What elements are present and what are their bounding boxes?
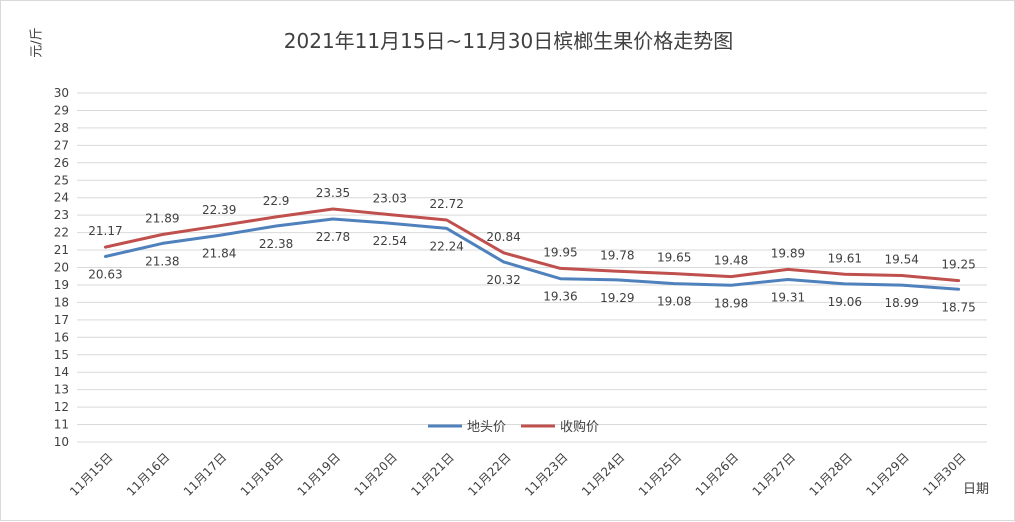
data-label: 22.38 (259, 237, 293, 251)
y-tick-label: 11 (54, 418, 69, 432)
y-tick-label: 24 (54, 191, 69, 205)
data-label: 20.84 (486, 230, 520, 244)
data-label: 19.29 (600, 291, 634, 305)
legend-label: 地头价 (467, 420, 506, 435)
data-label: 21.17 (88, 224, 122, 238)
series-line-1 (103, 207, 961, 283)
data-label: 22.78 (316, 230, 350, 244)
data-label: 21.38 (145, 254, 179, 268)
x-tick-label: 11月18日 (238, 450, 286, 498)
x-tick-label: 11月23日 (522, 450, 570, 498)
x-tick-label: 11月25日 (636, 450, 684, 498)
x-tick-label: 11月21日 (408, 450, 456, 498)
x-tick-label: 11月27日 (750, 450, 798, 498)
data-label: 19.36 (543, 290, 577, 304)
data-label: 22.54 (373, 234, 407, 248)
x-tick-label: 11月15日 (67, 450, 115, 498)
data-label: 23.03 (373, 192, 407, 206)
y-tick-label: 30 (54, 86, 69, 100)
y-tick-label: 27 (54, 138, 69, 152)
x-axis-label: 日期 (963, 482, 990, 497)
data-label: 18.75 (941, 300, 975, 314)
x-tick-label: 11月29日 (863, 450, 911, 498)
data-label: 22.72 (430, 197, 464, 211)
x-tick-label: 11月26日 (693, 450, 741, 498)
chart-title: 2021年11月15日~11月30日槟榔生果价格走势图 (283, 29, 734, 53)
y-tick-label: 19 (54, 278, 69, 292)
data-label: 22.9 (263, 194, 290, 208)
data-label: 19.48 (714, 254, 748, 268)
x-tick-label: 11月24日 (579, 450, 627, 498)
y-tick-label: 26 (54, 156, 69, 170)
x-tick-label: 11月22日 (465, 450, 513, 498)
x-tick-label: 11月19日 (295, 450, 343, 498)
data-label: 22.24 (430, 239, 464, 253)
data-label: 19.95 (543, 245, 577, 259)
data-label: 22.39 (202, 203, 236, 217)
y-tick-label: 25 (54, 173, 69, 187)
y-tick-label: 14 (54, 365, 69, 379)
x-tick-label: 11月17日 (181, 450, 229, 498)
legend-label: 收购价 (560, 419, 599, 435)
data-label: 19.89 (771, 246, 805, 260)
data-label: 19.65 (657, 251, 691, 265)
data-label: 20.63 (88, 268, 122, 282)
data-label: 23.35 (316, 186, 350, 200)
y-tick-label: 22 (54, 226, 69, 240)
data-label: 19.06 (828, 295, 862, 309)
series-line-0 (103, 217, 961, 291)
x-tick-label: 11月28日 (806, 450, 854, 498)
y-tick-label: 18 (54, 295, 69, 309)
y-tick-label: 12 (54, 400, 69, 414)
data-label: 18.98 (714, 296, 748, 310)
data-label: 21.89 (145, 212, 179, 226)
data-label: 19.61 (828, 251, 862, 265)
y-tick-label: 15 (54, 348, 69, 362)
y-tick-label: 28 (54, 121, 69, 135)
y-tick-label: 29 (54, 103, 69, 117)
y-tick-label: 21 (54, 243, 69, 257)
x-tick-label: 11月30日 (920, 450, 968, 498)
data-label: 21.84 (202, 246, 236, 260)
y-tick-label: 20 (54, 261, 69, 275)
data-label: 19.54 (885, 253, 919, 267)
y-tick-label: 13 (54, 383, 69, 397)
data-label: 18.99 (885, 296, 919, 310)
data-label: 19.08 (657, 295, 691, 309)
y-tick-label: 10 (54, 435, 69, 449)
data-label: 19.78 (600, 248, 634, 262)
x-tick-label: 11月20日 (351, 450, 399, 498)
y-tick-label: 23 (54, 208, 69, 222)
data-label: 19.25 (941, 258, 975, 272)
data-label: 19.31 (771, 291, 805, 305)
x-tick-label: 11月16日 (124, 450, 172, 498)
y-tick-label: 16 (54, 330, 69, 344)
y-tick-label: 17 (54, 313, 69, 327)
data-label: 20.32 (486, 273, 520, 287)
